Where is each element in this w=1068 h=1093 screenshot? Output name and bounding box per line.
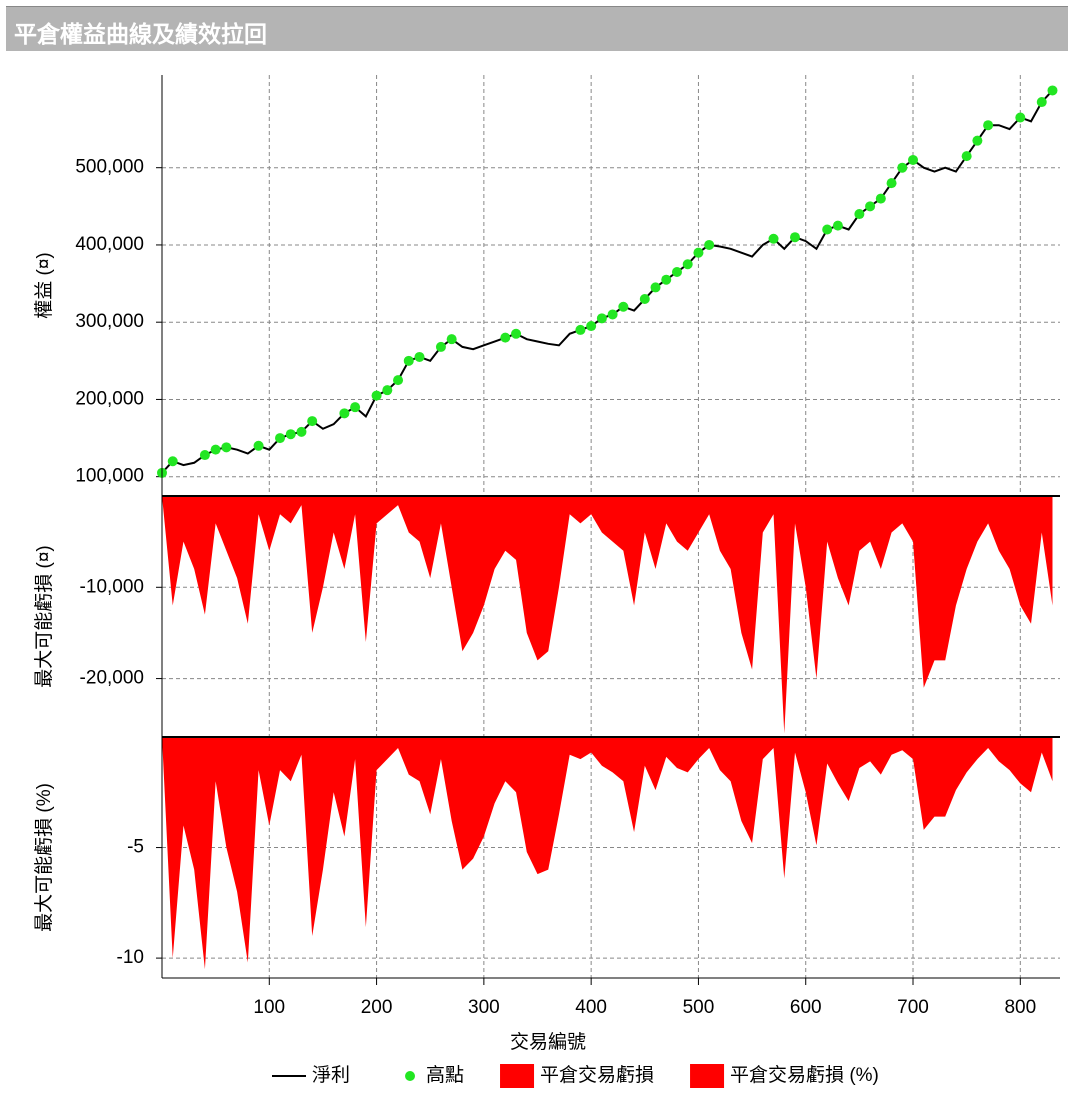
high-point bbox=[221, 442, 232, 453]
high-point bbox=[339, 408, 350, 419]
high-point bbox=[671, 266, 682, 277]
high-point bbox=[961, 151, 972, 162]
high-point bbox=[210, 444, 221, 455]
y-axis-title: 權益 (¤) bbox=[33, 252, 55, 319]
x-tick-label: 500 bbox=[683, 997, 715, 1018]
y-axis-title: 最大可能虧損 (¤) bbox=[33, 545, 55, 688]
high-point bbox=[768, 233, 779, 244]
x-tick-label: 800 bbox=[1004, 997, 1036, 1018]
high-point bbox=[596, 313, 607, 324]
high-point bbox=[435, 341, 446, 352]
high-point bbox=[607, 309, 618, 320]
high-point bbox=[414, 351, 425, 362]
high-point bbox=[886, 178, 897, 189]
high-point bbox=[618, 301, 629, 312]
x-tick-label: 600 bbox=[790, 997, 822, 1018]
high-point bbox=[865, 201, 876, 212]
legend-label: 平倉交易虧損 (%) bbox=[730, 1064, 879, 1086]
high-point bbox=[875, 193, 886, 204]
legend-label: 高點 bbox=[426, 1064, 464, 1086]
high-point bbox=[1047, 85, 1058, 96]
high-point bbox=[350, 402, 361, 413]
y-tick-label: 400,000 bbox=[75, 234, 144, 255]
legend-label: 淨利 bbox=[312, 1064, 350, 1086]
high-point bbox=[382, 385, 393, 396]
title-bar: 平倉權益曲線及績效拉回 bbox=[6, 6, 1068, 51]
legend-swatch bbox=[405, 1071, 416, 1081]
high-point bbox=[1015, 112, 1026, 123]
equity-line bbox=[161, 89, 1054, 474]
high-point bbox=[682, 259, 693, 270]
legend-swatch bbox=[500, 1064, 535, 1088]
chart-title: 平倉權益曲線及績效拉回 bbox=[14, 21, 267, 47]
high-point bbox=[897, 162, 908, 173]
y-tick-label: 300,000 bbox=[75, 311, 144, 332]
high-point bbox=[500, 332, 511, 343]
x-tick-label: 400 bbox=[575, 997, 607, 1018]
x-tick-label: 700 bbox=[897, 997, 929, 1018]
high-point bbox=[1036, 97, 1047, 108]
high-point bbox=[693, 247, 704, 258]
high-point bbox=[371, 390, 382, 401]
high-point bbox=[789, 232, 800, 243]
high-point bbox=[296, 426, 307, 437]
legend-swatch bbox=[690, 1064, 725, 1088]
high-point bbox=[650, 282, 661, 293]
high-point bbox=[393, 375, 404, 386]
y-axis-title: 最大可能虧損 (%) bbox=[33, 783, 55, 932]
x-tick-label: 300 bbox=[468, 997, 500, 1018]
y-tick-label: 200,000 bbox=[75, 388, 144, 409]
high-point bbox=[586, 321, 597, 332]
drawdown-area bbox=[162, 737, 1053, 970]
y-tick-label: 100,000 bbox=[75, 466, 144, 487]
high-point bbox=[275, 433, 286, 444]
y-tick-label: 500,000 bbox=[75, 157, 144, 178]
high-point bbox=[511, 328, 522, 339]
high-point bbox=[983, 120, 994, 131]
high-point bbox=[446, 334, 457, 345]
high-point bbox=[307, 416, 318, 427]
high-point bbox=[253, 440, 264, 451]
high-point bbox=[575, 324, 586, 335]
high-point bbox=[908, 154, 919, 165]
high-point bbox=[403, 355, 414, 366]
high-point bbox=[854, 209, 865, 220]
drawdown-area bbox=[162, 496, 1053, 734]
y-tick-label: -20,000 bbox=[80, 668, 144, 689]
high-point bbox=[704, 239, 715, 250]
x-tick-label: 100 bbox=[253, 997, 285, 1018]
high-point bbox=[661, 274, 672, 285]
high-point bbox=[167, 456, 178, 467]
x-tick-label: 200 bbox=[361, 997, 393, 1018]
x-axis-title: 交易編號 bbox=[510, 1031, 586, 1053]
high-point bbox=[832, 220, 843, 231]
high-point bbox=[972, 135, 983, 146]
legend-label: 平倉交易虧損 bbox=[540, 1064, 654, 1086]
high-point bbox=[199, 450, 210, 461]
y-tick-label: -10 bbox=[117, 947, 144, 968]
high-point bbox=[822, 224, 833, 235]
y-tick-label: -5 bbox=[127, 837, 144, 858]
y-tick-label: -10,000 bbox=[80, 576, 144, 597]
high-point bbox=[639, 294, 650, 305]
high-point bbox=[285, 429, 296, 440]
